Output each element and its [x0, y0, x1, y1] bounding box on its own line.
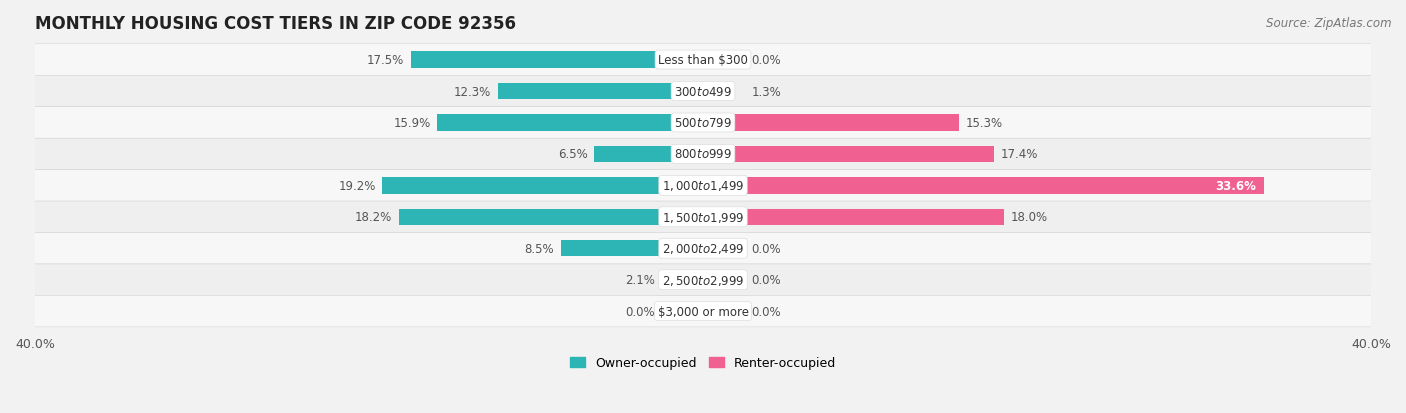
Bar [703, 272, 745, 288]
FancyBboxPatch shape [34, 107, 1372, 139]
Legend: Owner-occupied, Renter-occupied: Owner-occupied, Renter-occupied [569, 356, 837, 369]
Text: Less than $300: Less than $300 [658, 54, 748, 67]
Text: 18.0%: 18.0% [1011, 211, 1047, 224]
Text: $500 to $799: $500 to $799 [673, 116, 733, 130]
Text: 12.3%: 12.3% [454, 85, 491, 98]
Bar [595, 146, 703, 163]
FancyBboxPatch shape [34, 76, 1372, 107]
Bar [703, 240, 745, 257]
Bar [399, 209, 703, 225]
Text: MONTHLY HOUSING COST TIERS IN ZIP CODE 92356: MONTHLY HOUSING COST TIERS IN ZIP CODE 9… [35, 15, 516, 33]
Bar [703, 303, 745, 320]
Bar [668, 272, 703, 288]
Text: 18.2%: 18.2% [356, 211, 392, 224]
Bar [661, 303, 703, 320]
Text: 0.0%: 0.0% [751, 305, 782, 318]
Bar [382, 178, 703, 194]
FancyBboxPatch shape [34, 233, 1372, 264]
Text: 19.2%: 19.2% [339, 179, 375, 192]
Text: $1,500 to $1,999: $1,500 to $1,999 [662, 210, 744, 224]
Text: 0.0%: 0.0% [751, 273, 782, 287]
FancyBboxPatch shape [34, 202, 1372, 233]
Text: 33.6%: 33.6% [1215, 179, 1256, 192]
Text: 6.5%: 6.5% [558, 148, 588, 161]
FancyBboxPatch shape [34, 264, 1372, 296]
Bar [703, 52, 745, 69]
Text: 0.0%: 0.0% [751, 54, 782, 67]
Bar [703, 209, 1004, 225]
Text: 2.1%: 2.1% [624, 273, 655, 287]
Text: $3,000 or more: $3,000 or more [658, 305, 748, 318]
Bar [703, 178, 1264, 194]
Text: 15.9%: 15.9% [394, 116, 430, 130]
Bar [561, 240, 703, 257]
Text: $1,000 to $1,499: $1,000 to $1,499 [662, 179, 744, 193]
Text: 1.3%: 1.3% [751, 85, 782, 98]
FancyBboxPatch shape [34, 170, 1372, 202]
Text: 17.4%: 17.4% [1000, 148, 1038, 161]
Text: $800 to $999: $800 to $999 [673, 148, 733, 161]
Text: $2,000 to $2,499: $2,000 to $2,499 [662, 242, 744, 256]
FancyBboxPatch shape [34, 139, 1372, 170]
Bar [703, 83, 724, 100]
Bar [498, 83, 703, 100]
Text: 15.3%: 15.3% [965, 116, 1002, 130]
Text: 8.5%: 8.5% [524, 242, 554, 255]
Bar [703, 115, 959, 131]
Text: 0.0%: 0.0% [624, 305, 655, 318]
Text: Source: ZipAtlas.com: Source: ZipAtlas.com [1267, 17, 1392, 29]
Text: 17.5%: 17.5% [367, 54, 404, 67]
Text: $2,500 to $2,999: $2,500 to $2,999 [662, 273, 744, 287]
FancyBboxPatch shape [34, 296, 1372, 327]
Bar [703, 146, 994, 163]
Bar [411, 52, 703, 69]
Bar [437, 115, 703, 131]
Text: 0.0%: 0.0% [751, 242, 782, 255]
Text: $300 to $499: $300 to $499 [673, 85, 733, 98]
FancyBboxPatch shape [34, 45, 1372, 76]
